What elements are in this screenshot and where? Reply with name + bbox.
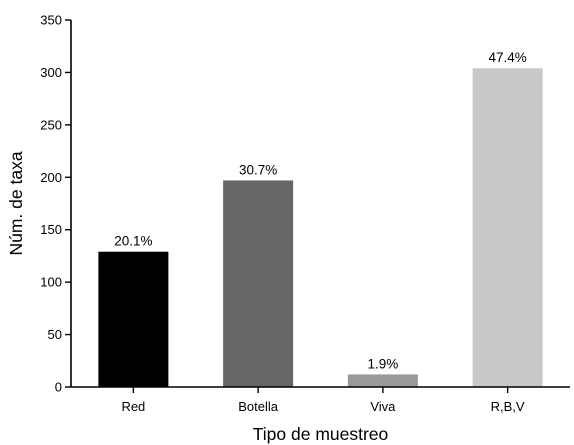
x-axis-title: Tipo de muestreo [253, 424, 389, 444]
bars [98, 68, 543, 387]
x-tick-label: Red [121, 399, 145, 414]
data-labels: 20.1% 30.7% 1.9% 47.4% [114, 50, 527, 371]
y-tick-label: 200 [40, 170, 62, 185]
bar-data-label: 20.1% [114, 234, 152, 249]
y-tick-label: 300 [40, 65, 62, 80]
bar-data-label: 30.7% [239, 162, 277, 177]
x-axis-ticks: Red Botella Viva R,B,V [121, 387, 525, 414]
bar [347, 374, 418, 387]
y-tick-label: 0 [55, 380, 62, 395]
bar-data-label: 47.4% [488, 50, 526, 65]
bar [98, 251, 169, 387]
y-tick-label: 50 [48, 327, 62, 342]
bar [223, 180, 294, 387]
y-tick-label: 350 [40, 13, 62, 28]
bar [472, 68, 543, 387]
bar-data-label: 1.9% [367, 356, 398, 371]
y-tick-label: 250 [40, 117, 62, 132]
y-tick-label: 150 [40, 222, 62, 237]
x-tick-label: Viva [370, 399, 396, 414]
x-tick-label: Botella [238, 399, 279, 414]
y-tick-label: 100 [40, 275, 62, 290]
y-axis-ticks: 0 50 100 150 200 250 300 350 [40, 13, 71, 395]
x-tick-label: R,B,V [491, 399, 525, 414]
y-axis-title: Núm. de taxa [6, 151, 26, 255]
